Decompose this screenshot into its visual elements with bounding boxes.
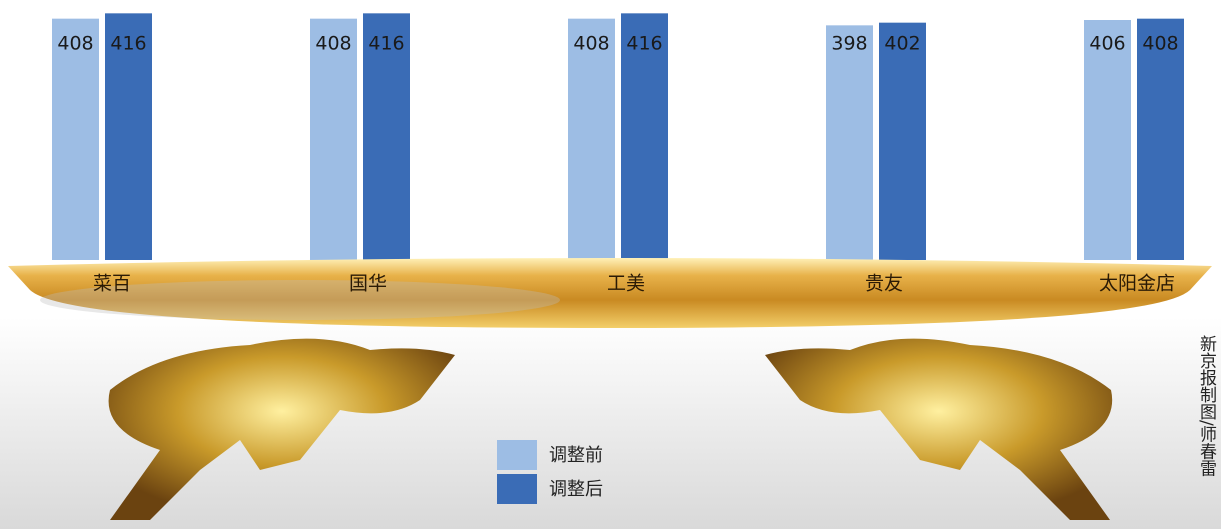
value-label: 408 <box>1142 33 1178 55</box>
legend-label: 调整后 <box>549 479 603 500</box>
bar <box>879 22 926 260</box>
bar <box>52 18 99 260</box>
bull-left <box>40 280 560 520</box>
tray <box>8 258 1212 328</box>
value-label: 408 <box>57 33 93 55</box>
legend-swatch <box>497 440 537 470</box>
bar <box>105 13 152 261</box>
value-label: 406 <box>1089 33 1125 55</box>
value-label: 408 <box>573 33 609 55</box>
value-label: 398 <box>831 33 867 55</box>
legend-swatch <box>497 474 537 504</box>
source-credit: 新京报制图/师春雷 <box>1196 335 1217 477</box>
value-label: 402 <box>884 33 920 55</box>
value-label: 408 <box>315 33 351 55</box>
bull-right <box>765 338 1113 520</box>
bar <box>826 25 873 261</box>
category-label: 菜百 <box>93 273 131 295</box>
category-label: 国华 <box>349 273 387 295</box>
bar <box>621 13 668 261</box>
legend-label: 调整前 <box>549 445 603 466</box>
value-label: 416 <box>110 33 146 55</box>
bars: 408 416 408 416 408 416 398 402 406 408 <box>52 13 1184 261</box>
value-label: 416 <box>368 33 404 55</box>
bar <box>310 18 357 260</box>
bar <box>1137 18 1184 260</box>
category-label: 贵友 <box>865 273 903 295</box>
value-label: 416 <box>626 33 662 55</box>
bar <box>1084 20 1131 260</box>
category-label: 太阳金店 <box>1099 273 1175 295</box>
bar <box>363 13 410 261</box>
bar <box>568 18 615 260</box>
category-label: 工美 <box>607 273 645 295</box>
